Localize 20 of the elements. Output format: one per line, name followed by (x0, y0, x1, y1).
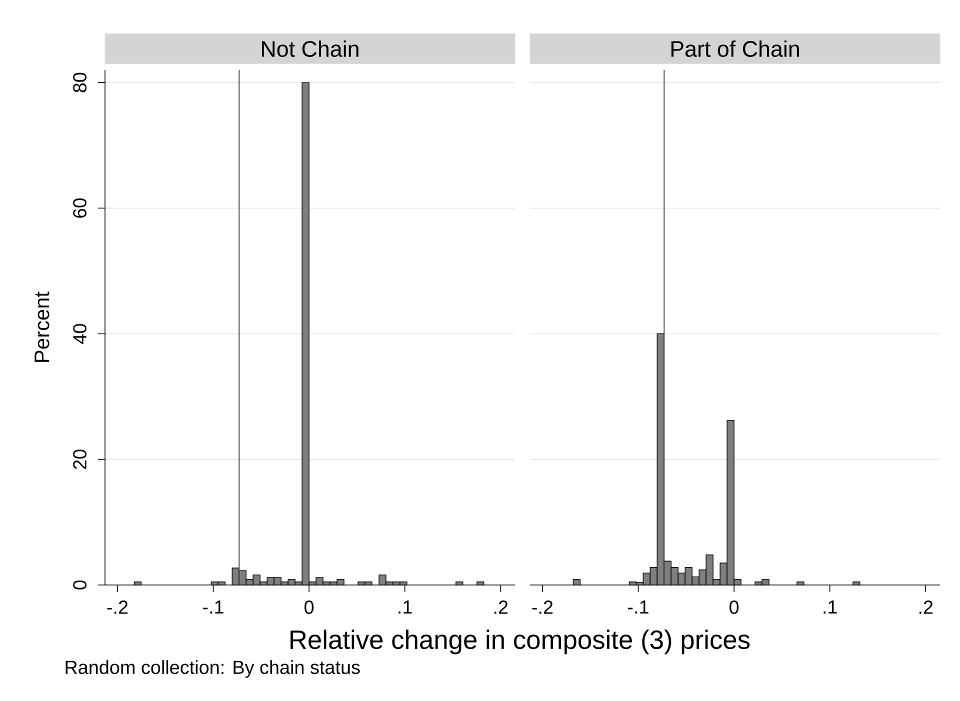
text: Random collection: By chain status (66, 660, 360, 678)
y-tick-label: 20 (73, 450, 86, 469)
x-tick-label: 0 (304, 600, 314, 614)
y-axis-title: Percent (34, 292, 50, 362)
x-tick-label: -.1 (203, 600, 224, 614)
x-tick-label: -.2 (107, 600, 128, 614)
x-tick-label: -.1 (628, 600, 648, 614)
y-tick-label: 60 (73, 198, 86, 218)
y-tick-label: 0 (73, 580, 86, 590)
x-tick-label: 0 (730, 600, 739, 614)
chart-title: Not Chain (262, 40, 358, 57)
x-tick-label: -.2 (532, 600, 553, 614)
x-tick-label: .1 (824, 600, 837, 614)
y-tick-label: 80 (73, 72, 86, 92)
y-tick-label: 40 (73, 324, 86, 344)
x-tick-label: .2 (919, 600, 933, 614)
x-axis-title: Relative change in composite (3) prices (290, 630, 750, 654)
x-tick-label: .2 (494, 600, 508, 614)
chart-title: Part of Chain (671, 40, 799, 57)
x-tick-label: .1 (398, 600, 412, 614)
